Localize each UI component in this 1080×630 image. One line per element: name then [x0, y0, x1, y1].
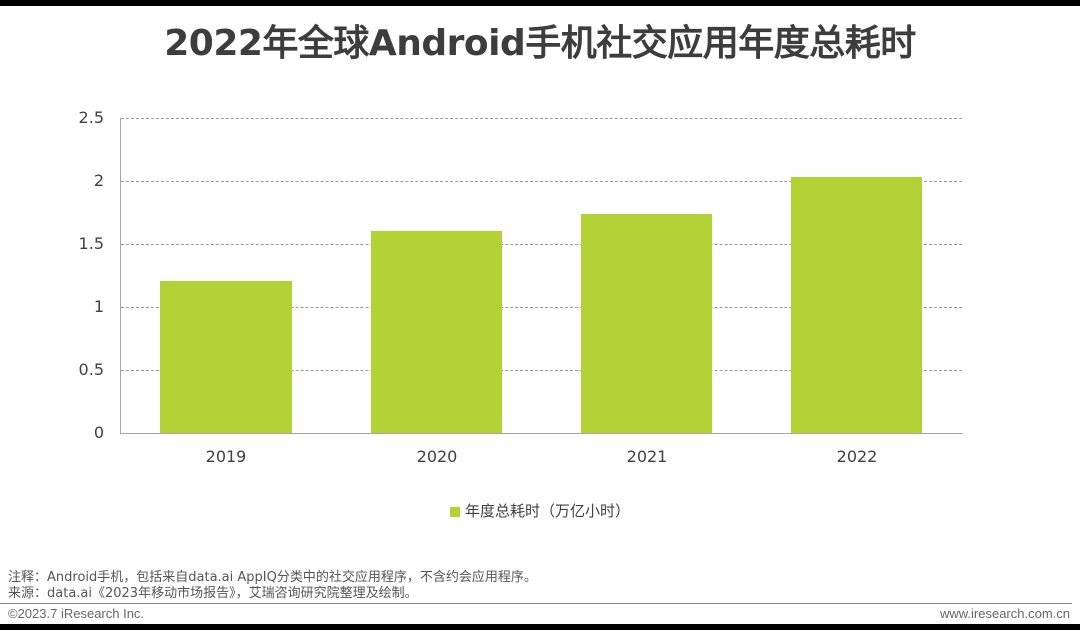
- bar-2021: [581, 213, 712, 433]
- x-tick: 2021: [626, 447, 668, 466]
- bar-2022: [791, 177, 922, 433]
- footer-divider: [0, 603, 1072, 604]
- copyright: ©2023.7 iResearch Inc.: [8, 606, 145, 621]
- y-tick: 0.5: [78, 360, 104, 379]
- bottom-border: [0, 624, 1080, 630]
- bar-2020: [371, 231, 502, 433]
- x-tick: 2022: [836, 447, 878, 466]
- y-axis-line: [120, 118, 121, 434]
- gridline: [121, 307, 962, 308]
- x-axis-line: [120, 433, 963, 434]
- legend-label: 年度总耗时（万亿小时）: [464, 502, 630, 520]
- gridline: [121, 118, 962, 119]
- y-tick: 1.5: [78, 234, 104, 253]
- chart-source: 来源：data.ai《2023年移动市场报告》，艾瑞咨询研究院整理及绘制。: [8, 586, 418, 601]
- y-tick: 2: [93, 171, 104, 190]
- chart-title: 2022年全球Android手机社交应用年度总耗时: [164, 23, 916, 64]
- legend-swatch-icon: [449, 506, 460, 517]
- y-tick: 2.5: [78, 108, 104, 127]
- website-link[interactable]: www.iresearch.com.cn: [939, 606, 1070, 621]
- x-tick: 2019: [205, 447, 247, 466]
- x-tick: 2020: [416, 447, 458, 466]
- top-border: [0, 0, 1080, 6]
- bar-2019: [160, 280, 292, 433]
- y-axis-labels: 2.5 2 1.5 1 0.5 0: [44, 108, 104, 442]
- gridline: [121, 181, 962, 182]
- legend: 年度总耗时（万亿小时）: [0, 500, 1080, 521]
- gridline: [121, 244, 962, 245]
- y-tick: 0: [93, 423, 104, 442]
- plot-area: [121, 118, 962, 433]
- chart-note: 注释：Android手机，包括来自data.ai AppIQ分类中的社交应用程序…: [8, 570, 537, 585]
- gridline: [121, 370, 962, 371]
- y-tick: 1: [93, 297, 104, 316]
